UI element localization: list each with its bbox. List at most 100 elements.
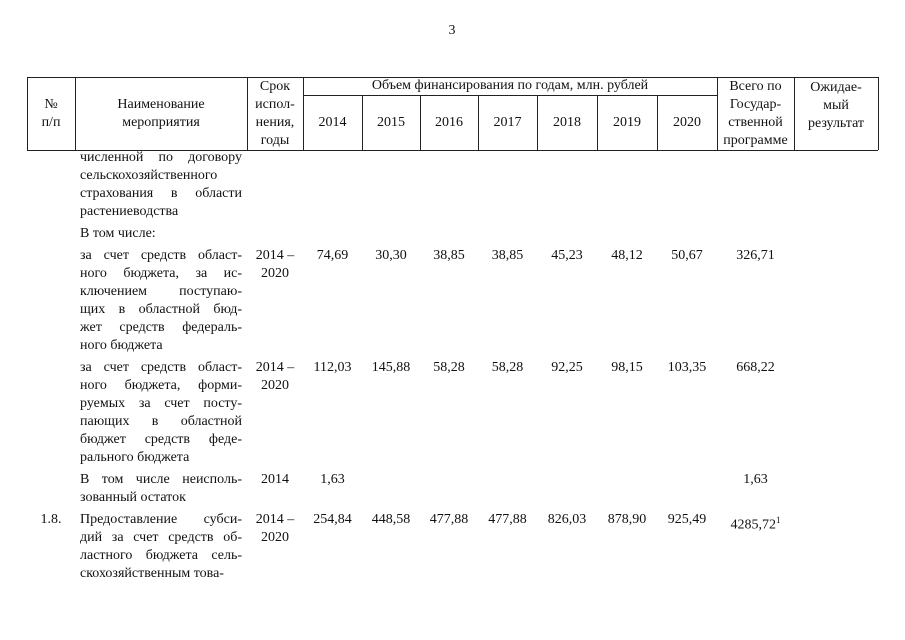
row-value: 58,28 — [433, 360, 465, 375]
header-year: 2016 — [435, 114, 463, 130]
border — [247, 77, 248, 150]
header-text: ственной — [728, 114, 783, 130]
row-name: скохозяйственным това- — [80, 566, 224, 581]
border — [303, 77, 304, 150]
row-value: 38,85 — [491, 248, 524, 263]
header-text: испол- — [255, 96, 295, 112]
row-value: 45,23 — [551, 248, 583, 263]
header-text: программе — [723, 132, 788, 148]
row-period: 2020 — [261, 530, 289, 545]
border — [27, 77, 28, 150]
row-period: 2014 – — [255, 360, 295, 375]
row-value: 925,49 — [667, 512, 707, 527]
page-number: 3 — [448, 23, 456, 38]
row-name: ного бюджета, за ис- — [80, 266, 242, 281]
row-total: 326,71 — [736, 248, 775, 263]
row-name: жет средств федераль- — [80, 320, 242, 335]
row-period-cell: 2014 – 2020 — [248, 359, 302, 395]
row-value: 92,25 — [551, 360, 583, 375]
row-period-cell: 2014 – 2020 — [248, 511, 302, 547]
border — [478, 95, 479, 150]
header-text: Срок — [259, 78, 291, 94]
row-name: рального бюджета — [80, 450, 190, 465]
header-year: 2019 — [613, 114, 641, 130]
header-year: 2020 — [673, 114, 701, 130]
border — [27, 150, 878, 151]
border — [75, 77, 76, 150]
border — [717, 77, 718, 150]
header-text: Ожидае- — [810, 79, 862, 95]
header-text-cell: Всего по Государ-ственной программе — [719, 78, 792, 150]
header-text: Государ- — [729, 96, 782, 112]
row-value: 254,84 — [313, 512, 352, 527]
row-period: 2020 — [261, 266, 289, 281]
row-name: бюджет средств феде- — [80, 432, 242, 447]
row-period: 2014 – — [255, 248, 295, 263]
row-name: ного бюджета — [80, 338, 163, 353]
row-total: 668,22 — [736, 360, 775, 375]
row-name: сельскохозяйственного — [80, 168, 218, 183]
row-value: 38,85 — [433, 248, 465, 263]
header-text: мый — [823, 97, 849, 113]
row-name: дий за счет средств об- — [80, 530, 242, 545]
header-text: годы — [260, 132, 290, 148]
row-name-cell: В том числе неисполь-зованный остаток — [80, 471, 242, 507]
header-year: 2014 — [318, 114, 347, 130]
row-number: 1.8. — [40, 512, 62, 527]
row-name: пающих в областной — [80, 414, 242, 429]
row-value: 477,88 — [429, 512, 469, 527]
row-value: 98,15 — [611, 360, 643, 375]
row-name: ключением поступаю- — [80, 284, 242, 299]
row-value: 58,28 — [491, 360, 524, 375]
header-year: 2018 — [553, 114, 581, 130]
row-name: растениеводства — [80, 204, 179, 219]
footnote-mark: 1 — [776, 515, 781, 525]
header-text-cell: Наименование мероприятия — [77, 96, 245, 132]
header-text-cell: № п/п — [29, 96, 73, 132]
row-name: зованный остаток — [80, 490, 186, 505]
row-total: 4285,72 — [730, 517, 777, 533]
row-value: 112,03 — [313, 360, 352, 375]
row-period: 2020 — [261, 378, 289, 393]
border — [27, 77, 878, 78]
row-name-cell: численной по договору сельскохозяйственно… — [80, 149, 242, 221]
row-total-cell: 1,63 — [717, 471, 794, 489]
row-name: ного бюджета, форми- — [80, 378, 242, 393]
border — [878, 77, 879, 150]
row-value: 103,35 — [667, 360, 707, 375]
row-name: численной по договору — [80, 150, 242, 165]
row-value: 48,12 — [611, 248, 643, 263]
header-year: 2015 — [377, 114, 405, 130]
header-text: Всего по — [729, 78, 782, 94]
row-name: руемых за счет посту- — [80, 396, 242, 411]
border — [794, 77, 795, 150]
header-text: № — [44, 96, 58, 112]
row-value: 878,90 — [607, 512, 647, 527]
row-period-cell: 2014 — [248, 471, 302, 489]
row-name: ластного бюджета сель- — [80, 548, 242, 563]
row-name: щих в областной бюд- — [80, 302, 242, 317]
row-name: Предоставление субси- — [80, 512, 242, 527]
row-period: 2014 – — [255, 512, 295, 527]
row-value: 1,63 — [320, 472, 345, 487]
row-total-cell: 668,22 — [717, 359, 794, 377]
row-value: 30,30 — [375, 248, 407, 263]
border — [303, 95, 717, 96]
header-text-cell: Ожидае-мый результат — [796, 79, 876, 133]
row-name: страхования в области — [80, 186, 242, 201]
row-name-cell: Предоставление субси-дий за счет средств… — [80, 511, 242, 583]
row-period: 2014 — [261, 472, 289, 487]
header-text: п/п — [41, 114, 61, 130]
row-name: В том числе неисполь- — [80, 472, 242, 487]
row-value: 145,88 — [371, 360, 411, 375]
border — [362, 95, 363, 150]
header-text: нения, — [255, 114, 295, 130]
row-name: за счет средств област- — [80, 360, 242, 375]
row-name: за счет средств област- — [80, 248, 242, 263]
border — [657, 95, 658, 150]
row-total-cell: 4285,721 — [717, 511, 794, 535]
header-year: 2017 — [493, 114, 522, 130]
border — [420, 95, 421, 150]
row-name-cell: за счет средств област-ного бюджета, за … — [80, 247, 242, 355]
